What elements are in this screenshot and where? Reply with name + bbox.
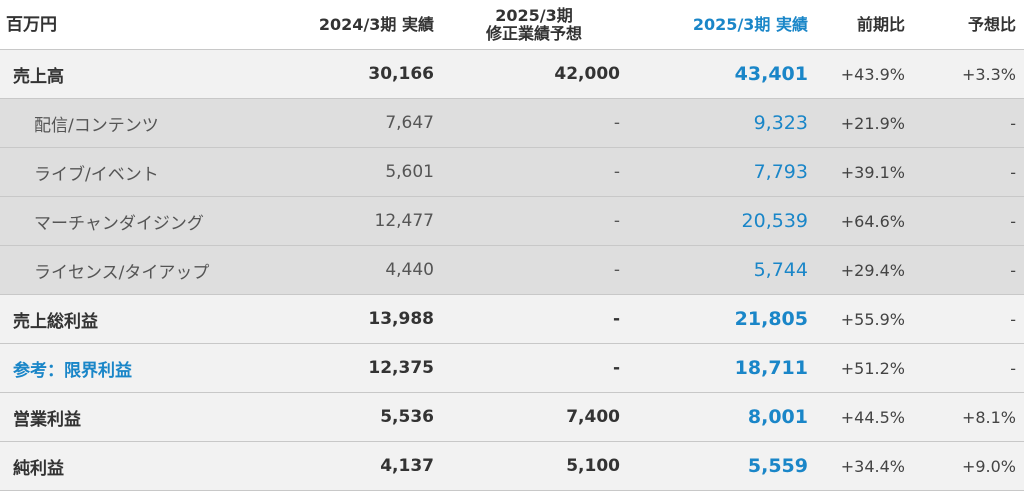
row-label: ライブ/イベント <box>34 164 159 185</box>
yoy-value: +64.6% <box>840 211 905 231</box>
current-actual-value: 21,805 <box>734 308 808 330</box>
current-actual-value: 18,711 <box>734 357 808 379</box>
vs-forecast-value: - <box>1010 113 1016 133</box>
column-header-forecast-line2: 修正業績予想 <box>485 23 582 43</box>
vs-forecast-value: +3.3% <box>961 64 1016 84</box>
table-row-net-profit: 純利益 4,137 5,100 5,559 +34.4% +9.0% <box>0 442 1024 491</box>
forecast-value: - <box>613 162 620 182</box>
table-header-row: 百万円 2024/3期 実績 2025/3期 修正業績予想 2025/3期 実績… <box>0 0 1024 50</box>
current-actual-value: 8,001 <box>747 406 808 428</box>
column-header-vs-forecast: 予想比 <box>967 14 1016 34</box>
current-actual-value: 43,401 <box>734 63 808 85</box>
vs-forecast-value: - <box>1010 358 1016 378</box>
row-label: 売上高 <box>13 66 64 87</box>
yoy-value: +43.9% <box>840 64 905 84</box>
column-header-forecast: 2025/3期 修正業績予想 <box>442 5 626 43</box>
prev-actual-value: 30,166 <box>368 64 434 84</box>
prev-actual-value: 4,440 <box>385 260 434 280</box>
table-row-license-tieup: ライセンス/タイアップ 4,440 - 5,744 +29.4% - <box>0 246 1024 295</box>
row-label: マーチャンダイジング <box>34 213 204 234</box>
forecast-value: 42,000 <box>554 64 620 84</box>
table-row-operating-profit: 営業利益 5,536 7,400 8,001 +44.5% +8.1% <box>0 393 1024 442</box>
prev-actual-value: 7,647 <box>385 113 434 133</box>
vs-forecast-value: +9.0% <box>961 456 1016 476</box>
current-actual-value: 20,539 <box>741 210 808 232</box>
column-header-yoy: 前期比 <box>856 14 905 34</box>
forecast-value: - <box>613 260 620 280</box>
forecast-value: - <box>612 358 620 378</box>
forecast-value: 5,100 <box>566 456 620 476</box>
forecast-value: - <box>613 113 620 133</box>
column-header-prev-actual: 2024/3期 実績 <box>318 14 434 34</box>
prev-actual-value: 4,137 <box>380 456 434 476</box>
yoy-value: +39.1% <box>840 162 905 182</box>
current-actual-value: 5,559 <box>747 455 808 477</box>
table-row-live-events: ライブ/イベント 5,601 - 7,793 +39.1% - <box>0 148 1024 197</box>
column-header-forecast-line1: 2025/3期 <box>495 5 573 25</box>
yoy-value: +55.9% <box>840 309 905 329</box>
prev-actual-value: 13,988 <box>368 309 434 329</box>
yoy-value: +29.4% <box>840 260 905 280</box>
row-label: 営業利益 <box>13 409 81 430</box>
row-label: 純利益 <box>13 458 64 479</box>
table-row-streaming-content: 配信/コンテンツ 7,647 - 9,323 +21.9% - <box>0 99 1024 148</box>
yoy-value: +51.2% <box>840 358 905 378</box>
forecast-value: - <box>613 211 620 231</box>
row-label: 売上総利益 <box>13 311 98 332</box>
vs-forecast-value: +8.1% <box>961 407 1016 427</box>
prev-actual-value: 12,477 <box>374 211 434 231</box>
vs-forecast-value: - <box>1010 162 1016 182</box>
forecast-value: 7,400 <box>566 407 620 427</box>
row-label: 配信/コンテンツ <box>34 115 159 136</box>
unit-label: 百万円 <box>6 14 57 35</box>
column-header-current-actual: 2025/3期 実績 <box>692 14 808 34</box>
forecast-value: - <box>612 309 620 329</box>
table-row-revenue: 売上高 30,166 42,000 43,401 +43.9% +3.3% <box>0 50 1024 99</box>
current-actual-value: 5,744 <box>753 259 808 281</box>
current-actual-value: 9,323 <box>753 112 808 134</box>
yoy-value: +21.9% <box>840 113 905 133</box>
yoy-value: +34.4% <box>840 456 905 476</box>
current-actual-value: 7,793 <box>753 161 808 183</box>
prev-actual-value: 5,536 <box>380 407 434 427</box>
table-row-merchandising: マーチャンダイジング 12,477 - 20,539 +64.6% - <box>0 197 1024 246</box>
yoy-value: +44.5% <box>840 407 905 427</box>
row-label: ライセンス/タイアップ <box>34 262 210 283</box>
vs-forecast-value: - <box>1010 211 1016 231</box>
table-row-marginal-profit: 参考：限界利益 12,375 - 18,711 +51.2% - <box>0 344 1024 393</box>
prev-actual-value: 12,375 <box>368 358 434 378</box>
row-label: 参考：限界利益 <box>13 360 132 381</box>
vs-forecast-value: - <box>1010 260 1016 280</box>
table-row-gross-profit: 売上総利益 13,988 - 21,805 +55.9% - <box>0 295 1024 344</box>
vs-forecast-value: - <box>1010 309 1016 329</box>
prev-actual-value: 5,601 <box>385 162 434 182</box>
